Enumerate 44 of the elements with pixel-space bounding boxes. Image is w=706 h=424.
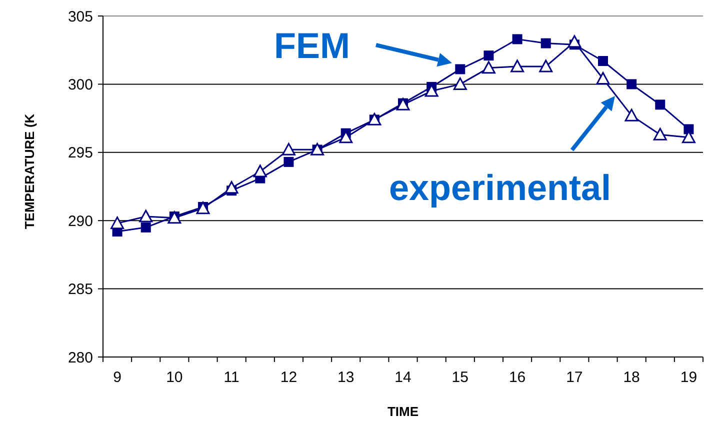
x-tick-label: 18: [623, 369, 640, 386]
y-tick-label: 290: [68, 212, 93, 230]
point: [512, 34, 522, 44]
point: [455, 64, 466, 74]
point: [653, 128, 667, 140]
point: [539, 60, 553, 72]
x-tick-label: 10: [166, 369, 183, 386]
y-tick-label: 305: [68, 8, 93, 26]
y-tick-label: 280: [68, 349, 93, 366]
point: [224, 181, 238, 194]
x-axis-title: TIME: [387, 404, 419, 419]
series-label: FEM: [274, 25, 350, 66]
x-tick-label: 12: [280, 369, 298, 386]
point: [624, 108, 638, 122]
point: [453, 77, 467, 90]
y-tick-label: 295: [68, 144, 93, 162]
point: [655, 100, 666, 110]
point: [139, 210, 153, 222]
x-tick-label: 17: [566, 369, 583, 386]
point: [196, 202, 210, 214]
y-tick-label: 285: [68, 281, 93, 298]
point: [484, 50, 494, 61]
x-tick-label: 9: [113, 369, 122, 386]
x-tick-label: 15: [452, 369, 468, 386]
point: [110, 216, 124, 230]
point: [598, 56, 608, 66]
series-label: experimental: [388, 167, 612, 208]
y-axis-title: TEMPERATURE (K: [22, 113, 37, 230]
point: [540, 38, 551, 48]
y-tick-label: 300: [68, 76, 93, 94]
x-tick-label: 19: [680, 369, 698, 386]
x-tick-label: 16: [508, 369, 526, 386]
point: [568, 35, 582, 48]
point: [482, 61, 496, 74]
x-tick-label: 13: [338, 369, 354, 386]
x-tick-label: 11: [224, 369, 240, 386]
point: [284, 156, 294, 167]
x-tick-label: 14: [394, 369, 412, 386]
point: [282, 142, 296, 156]
point: [140, 222, 151, 232]
point: [253, 164, 267, 178]
point: [510, 60, 524, 72]
point: [596, 72, 610, 84]
point: [626, 79, 637, 90]
